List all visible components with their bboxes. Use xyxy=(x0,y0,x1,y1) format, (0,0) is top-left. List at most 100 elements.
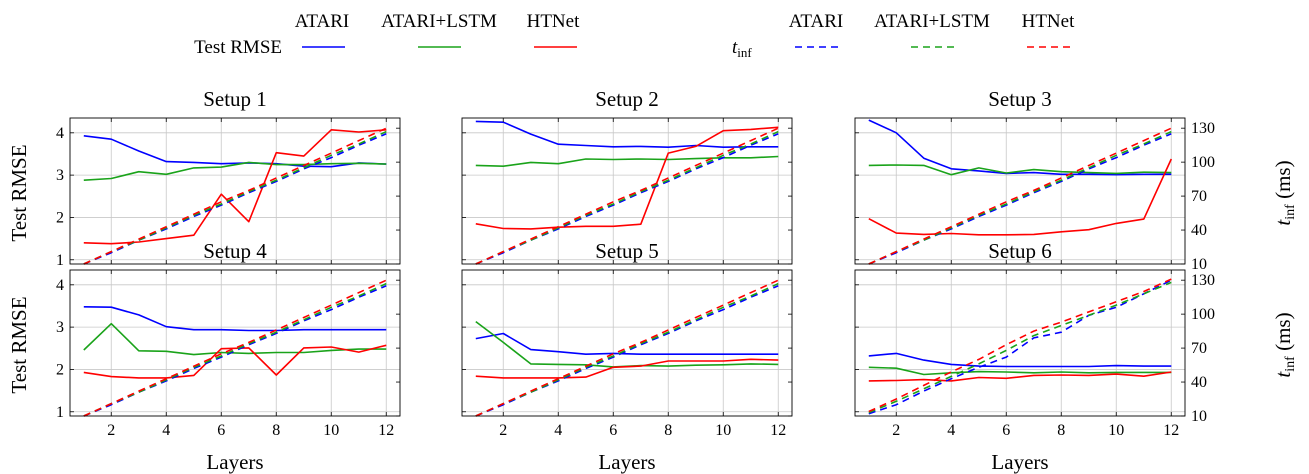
series-htnet-tinf-line xyxy=(868,127,1172,265)
x-tick-label: 2 xyxy=(892,422,900,439)
series-atari-lstm-rmse-line xyxy=(475,155,779,167)
series-htnet-rmse-line xyxy=(475,358,779,379)
x-tick-label: 6 xyxy=(217,422,225,439)
x-tick-label: 6 xyxy=(1002,422,1010,439)
series-atari-lstm-rmse-line xyxy=(83,161,387,181)
plot-frame xyxy=(854,269,1186,417)
y2-tick-label: 130 xyxy=(1191,120,1215,137)
y2-tick-label: 40 xyxy=(1191,374,1207,391)
x-axis-label: Layers xyxy=(991,450,1048,474)
y-right-label-row1: tinf (ms) xyxy=(1271,160,1298,225)
panel-title: Setup 6 xyxy=(988,239,1052,263)
series-atari-rmse-line xyxy=(83,306,387,332)
series-htnet-tinf-line xyxy=(475,279,779,417)
plot-frame xyxy=(461,117,793,265)
series-atari-lstm-rmse-line xyxy=(868,164,1172,176)
y2-tick-label: 10 xyxy=(1191,408,1207,425)
series-htnet-tinf-line xyxy=(83,127,387,265)
legend-label-tinf: tinf xyxy=(732,37,752,60)
y-tick-label: 1 xyxy=(56,404,64,421)
series-htnet-rmse-line xyxy=(475,126,779,230)
series-atari-lstm-tinf-line xyxy=(868,130,1172,265)
panel-setup-6: Setup 6 2 4 6 8 10 12 10 40 70 100 130 Layers xyxy=(854,239,1215,474)
series-htnet-rmse-line xyxy=(868,158,1173,236)
y2-tick-label: 100 xyxy=(1191,306,1215,323)
x-tick-label: 12 xyxy=(770,422,786,439)
y-tick-label: 1 xyxy=(56,252,64,269)
y-tick-label: 3 xyxy=(56,167,64,184)
x-tick-label: 8 xyxy=(272,422,280,439)
y-left-label-row2: Test RMSE xyxy=(7,296,31,393)
plot-frame xyxy=(69,117,401,265)
y-tick-label: 4 xyxy=(56,277,64,294)
plot-frame xyxy=(461,269,793,417)
panel-setup-2: Setup 2 xyxy=(461,87,793,265)
series-atari-lstm-tinf-line xyxy=(83,282,387,417)
x-tick-label: 10 xyxy=(1108,422,1124,439)
x-tick-label: 6 xyxy=(609,422,617,439)
legend-header-atari-lstm-rmse: ATARI+LSTM xyxy=(381,11,497,32)
y-left-label-row1: Test RMSE xyxy=(7,144,31,241)
y-right-label-row2: tinf (ms) xyxy=(1271,312,1298,377)
y2-tick-label: 130 xyxy=(1191,272,1215,289)
legend-header-htnet-rmse: HTNet xyxy=(527,11,580,32)
x-tick-label: 2 xyxy=(107,422,115,439)
panel-title: Setup 4 xyxy=(203,239,267,263)
series-atari-lstm-tinf-line xyxy=(475,282,779,417)
legend-header-atari-lstm-tinf: ATARI+LSTM xyxy=(874,11,990,32)
series-atari-rmse-line xyxy=(475,120,779,148)
x-tick-label: 8 xyxy=(1057,422,1065,439)
x-tick-label: 12 xyxy=(1163,422,1179,439)
series-atari-lstm-rmse-line xyxy=(868,366,1172,376)
series-htnet-tinf-line xyxy=(83,279,387,417)
series-atari-rmse-line xyxy=(475,332,779,356)
panel-setup-5: Setup 5 2 4 6 8 10 12 Layers xyxy=(461,239,793,474)
panel-title: Setup 1 xyxy=(203,87,267,111)
x-tick-label: 10 xyxy=(323,422,339,439)
y-tick-label: 2 xyxy=(56,209,64,226)
x-tick-label: 8 xyxy=(664,422,672,439)
series-atari-rmse-line xyxy=(83,135,387,168)
plot-frame xyxy=(854,117,1186,265)
plot-frame xyxy=(69,269,401,417)
y2-tick-label: 100 xyxy=(1191,154,1215,171)
x-tick-label: 4 xyxy=(554,422,562,439)
panel-title: Setup 5 xyxy=(595,239,659,263)
legend-label-test-rmse: Test RMSE xyxy=(194,37,282,58)
panel-title: Setup 3 xyxy=(988,87,1052,111)
series-atari-lstm-tinf-line xyxy=(868,281,1172,414)
panel-setup-1: Setup 1 1 2 3 4 xyxy=(56,87,401,269)
y2-tick-label: 40 xyxy=(1191,222,1207,239)
x-tick-label: 4 xyxy=(162,422,170,439)
y-tick-label: 4 xyxy=(56,125,64,142)
series-atari-rmse-line xyxy=(868,352,1172,368)
panel-title: Setup 2 xyxy=(595,87,659,111)
x-tick-label: 4 xyxy=(947,422,955,439)
x-axis-label: Layers xyxy=(206,450,263,474)
y2-tick-label: 70 xyxy=(1191,340,1207,357)
series-htnet-rmse-line xyxy=(83,344,387,379)
legend-header-htnet-tinf: HTNet xyxy=(1022,11,1075,32)
x-tick-label: 10 xyxy=(715,422,731,439)
x-tick-label: 2 xyxy=(499,422,507,439)
series-atari-tinf-line xyxy=(868,279,1172,415)
legend-header-atari-rmse: ATARI xyxy=(295,11,349,32)
y2-tick-label: 10 xyxy=(1191,256,1207,273)
y2-tick-label: 70 xyxy=(1191,188,1207,205)
series-htnet-tinf-line xyxy=(868,278,1172,413)
series-atari-lstm-tinf-line xyxy=(475,130,779,265)
series-htnet-tinf-line xyxy=(475,127,779,265)
legend: ATARI ATARI+LSTM HTNet Test RMSE ATARI A… xyxy=(194,11,1075,60)
x-axis-label: Layers xyxy=(598,450,655,474)
y-tick-label: 2 xyxy=(56,361,64,378)
series-atari-lstm-tinf-line xyxy=(83,130,387,265)
panel-setup-3: Setup 3 10 40 70 100 130 xyxy=(854,87,1215,273)
series-atari-lstm-rmse-line xyxy=(83,322,387,356)
series-htnet-rmse-line xyxy=(868,371,1172,382)
series-atari-rmse-line xyxy=(868,119,1172,176)
y-tick-label: 3 xyxy=(56,319,64,336)
x-tick-label: 12 xyxy=(378,422,394,439)
